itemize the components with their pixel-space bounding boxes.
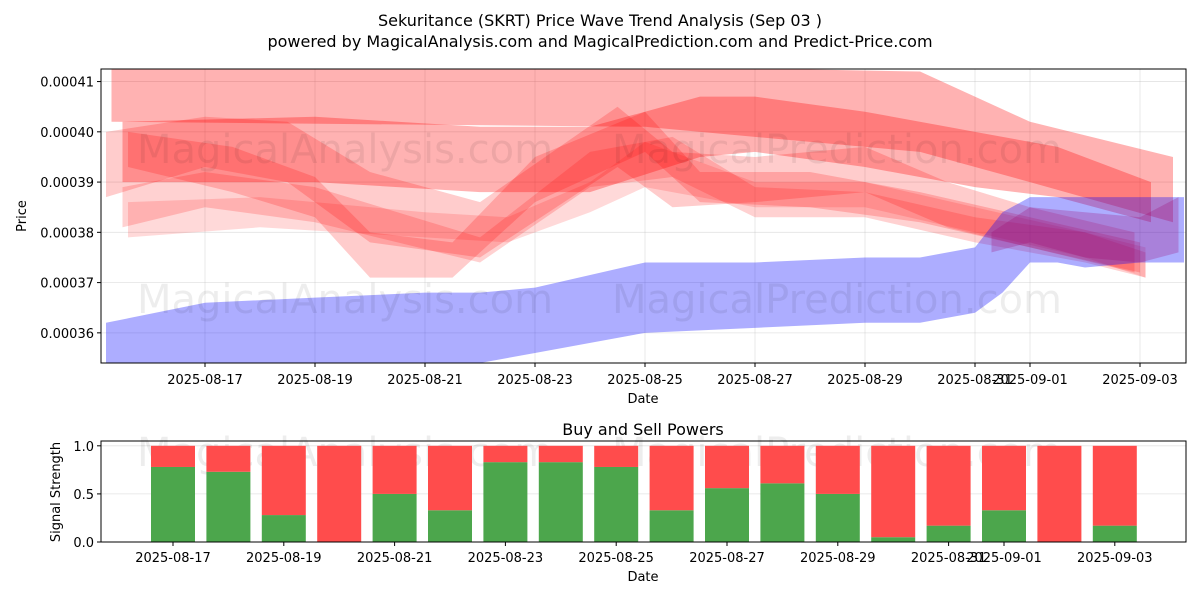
bar-buy — [871, 537, 916, 542]
watermark-text: MagicalPrediction.com — [612, 277, 1062, 323]
bar-sell — [1037, 445, 1082, 542]
main-x-tick-label: 2025-09-01 — [992, 373, 1068, 388]
bar-x-tick-label: 2025-08-19 — [246, 551, 322, 566]
main-wave-bands — [106, 69, 1184, 363]
main-x-ticks: 2025-08-17 2025-08-19 2025-08-21 2025-08-23… — [167, 363, 1178, 388]
wave-band-blue-band — [106, 197, 1184, 363]
main-gridlines — [101, 69, 1186, 363]
main-y-tick-label: 0.00040 — [40, 126, 94, 141]
bar-sell — [760, 445, 805, 484]
main-x-tick-label: 2025-08-27 — [717, 373, 793, 388]
bar-x-tick-label: 2025-08-29 — [800, 551, 876, 566]
bar-buy — [594, 466, 639, 542]
main-x-axis-label: Date — [627, 392, 658, 407]
wave-band-purple-overlap — [991, 197, 1179, 263]
wave-band-red-wave-3 — [122, 136, 1146, 278]
main-y-tick-label: 0.00036 — [40, 327, 94, 342]
main-y-tick-label: 0.00041 — [40, 76, 94, 91]
bar-sell — [428, 445, 472, 511]
bar-x-tick-label: 2025-08-23 — [468, 551, 544, 566]
bar-x-tick-label: 2025-08-25 — [578, 551, 654, 566]
bar-buy — [151, 466, 195, 542]
bar-buy — [760, 483, 805, 542]
bar-sell — [594, 445, 639, 467]
bar-y-tick-label: 0.5 — [73, 488, 94, 503]
bar-buy — [372, 493, 417, 542]
chart-subtitle: powered by MagicalAnalysis.com and Magic… — [267, 32, 932, 51]
bar-buy — [428, 510, 472, 542]
bar-y-ticks: 0.0 0.5 1.0 — [73, 440, 101, 551]
bar-buy — [261, 515, 306, 542]
main-x-tick-label: 2025-08-21 — [387, 373, 463, 388]
bar-sell — [206, 445, 251, 472]
bar-buy — [649, 510, 694, 542]
wave-band-red-band-main — [122, 96, 1151, 223]
main-watermarks: MagicalAnalysis.com MagicalPrediction.com… — [137, 127, 1062, 323]
bar-x-tick-label: 2025-08-31 — [911, 551, 987, 566]
main-axes-frame — [100, 68, 1187, 364]
main-y-tick-label: 0.00038 — [40, 226, 94, 241]
main-x-tick-label: 2025-08-29 — [827, 373, 903, 388]
bar-sell — [705, 445, 749, 489]
bar-x-tick-label: 2025-09-01 — [966, 551, 1042, 566]
bar-sell — [151, 445, 195, 467]
bar-x-tick-label: 2025-08-27 — [689, 551, 765, 566]
main-x-tick-label: 2025-08-23 — [497, 373, 573, 388]
main-x-tick-label: 2025-09-03 — [1102, 373, 1178, 388]
wave-band-red-band-top — [111, 69, 1173, 223]
bar-chart-title: Buy and Sell Powers — [562, 420, 724, 439]
bar-buy — [538, 462, 583, 542]
bar-buy — [926, 525, 971, 542]
bar-buy — [483, 462, 528, 542]
bar-x-tick-label: 2025-09-03 — [1077, 551, 1153, 566]
wave-band-red-wave-4 — [128, 141, 1146, 278]
main-x-tick-label: 2025-08-19 — [277, 373, 353, 388]
bar-axes-frame — [100, 440, 1187, 543]
bar-buy — [982, 510, 1026, 542]
bar-sell — [1092, 445, 1137, 526]
bar-y-axis-label: Signal Strength — [49, 442, 64, 542]
bar-series — [151, 445, 1137, 542]
bar-sell — [815, 445, 860, 494]
watermark-text: MagicalAnalysis.com — [137, 127, 553, 173]
main-x-tick-label: 2025-08-31 — [937, 373, 1013, 388]
bar-buy — [705, 488, 749, 542]
bar-y-tick-label: 1.0 — [73, 440, 94, 455]
bar-buy — [1092, 525, 1137, 542]
chart-title: Sekuritance (SKRT) Price Wave Trend Anal… — [378, 11, 822, 30]
bar-sell — [982, 445, 1026, 511]
bar-sell — [649, 445, 694, 511]
main-y-ticks: 0.00036 0.00037 0.00038 0.00039 0.00040 0.000… — [40, 76, 101, 342]
watermark-text: MagicalPrediction.com — [612, 127, 1062, 173]
bar-x-ticks: 2025-08-17 2025-08-19 2025-08-21 2025-08-23… — [135, 542, 1153, 566]
wave-band-red-wave-2 — [128, 111, 1140, 278]
bar-x-axis-label: Date — [627, 570, 658, 585]
bar-sell — [926, 445, 971, 526]
bar-sell — [261, 445, 306, 516]
bar-sell — [317, 445, 362, 542]
main-y-tick-label: 0.00037 — [40, 277, 94, 292]
bar-x-tick-label: 2025-08-17 — [135, 551, 211, 566]
bar-x-tick-label: 2025-08-21 — [357, 551, 433, 566]
main-y-tick-label: 0.00039 — [40, 176, 94, 191]
bar-sell — [871, 445, 916, 538]
main-y-axis-label: Price — [15, 200, 30, 232]
bar-y-tick-label: 0.0 — [73, 536, 94, 551]
bar-buy — [206, 471, 251, 542]
bar-buy — [815, 493, 860, 542]
watermark-text: MagicalAnalysis.com — [137, 277, 553, 323]
main-x-tick-label: 2025-08-17 — [167, 373, 243, 388]
main-x-tick-label: 2025-08-25 — [607, 373, 683, 388]
bar-sell — [483, 445, 528, 463]
bar-sell — [372, 445, 417, 494]
wave-band-red-wave-1 — [106, 106, 1135, 273]
bar-sell — [538, 445, 583, 463]
